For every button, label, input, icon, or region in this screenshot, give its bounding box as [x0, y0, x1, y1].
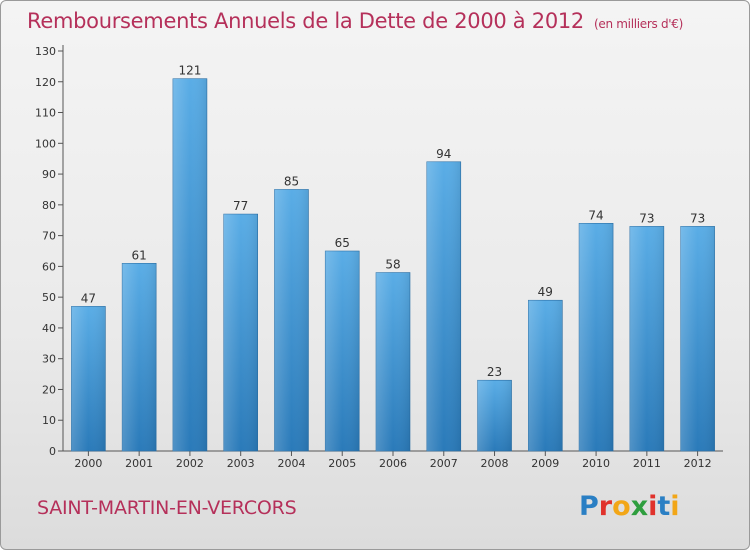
- y-tick-label: 100: [35, 137, 56, 150]
- x-tick-label-2011: 2011: [633, 457, 661, 470]
- value-label-2009: 49: [538, 285, 553, 299]
- bar-shine-2011: [629, 226, 664, 451]
- logo-letter: r: [598, 491, 613, 522]
- bar-shine-2009: [528, 300, 563, 451]
- y-tick-label: 120: [35, 76, 56, 89]
- bar-shine-2010: [579, 223, 614, 451]
- x-tick-label-2012: 2012: [684, 457, 712, 470]
- chart-subtitle: (en milliers d'€): [594, 17, 684, 31]
- bar-shine-2008: [477, 380, 512, 451]
- value-label-2010: 74: [588, 208, 603, 222]
- chart-title-text: Remboursements Annuels de la Dette de 20…: [27, 9, 584, 33]
- bar-shine-2012: [680, 226, 715, 451]
- value-label-2006: 58: [385, 258, 400, 272]
- x-tick-label-2002: 2002: [176, 457, 204, 470]
- value-label-2007: 94: [436, 147, 451, 161]
- logo-letter: i: [670, 491, 680, 522]
- value-label-2001: 61: [132, 248, 147, 262]
- y-tick-label: 50: [42, 291, 56, 304]
- value-label-2011: 73: [639, 211, 654, 225]
- y-tick-label: 60: [42, 260, 56, 273]
- x-tick-label-2009: 2009: [531, 457, 559, 470]
- x-tick-label-2010: 2010: [582, 457, 610, 470]
- y-tick-label: 0: [49, 445, 56, 458]
- x-tick-label-2001: 2001: [125, 457, 153, 470]
- y-tick-label: 110: [35, 107, 56, 120]
- logo-letter: o: [612, 491, 631, 522]
- value-label-2012: 73: [690, 211, 705, 225]
- x-tick-label-2003: 2003: [227, 457, 255, 470]
- x-tick-label-2000: 2000: [74, 457, 102, 470]
- value-label-2004: 85: [284, 174, 299, 188]
- logo-letter: i: [648, 491, 658, 522]
- y-tick-label: 80: [42, 199, 56, 212]
- x-tick-label-2005: 2005: [328, 457, 356, 470]
- value-label-2002: 121: [178, 64, 201, 78]
- y-tick-label: 70: [42, 230, 56, 243]
- y-tick-label: 10: [42, 414, 56, 427]
- x-tick-label-2007: 2007: [430, 457, 458, 470]
- bar-shine-2002: [172, 78, 207, 451]
- value-label-2003: 77: [233, 199, 248, 213]
- x-tick-label-2008: 2008: [481, 457, 509, 470]
- bar-shine-2007: [426, 161, 461, 451]
- bar-shine-2000: [71, 306, 106, 451]
- value-label-2008: 23: [487, 365, 502, 379]
- commune-name: SAINT-MARTIN-EN-VERCORS: [37, 497, 297, 519]
- bar-shine-2003: [223, 214, 258, 451]
- value-label-2005: 65: [335, 236, 350, 250]
- x-tick-label-2006: 2006: [379, 457, 407, 470]
- x-tick-label-2004: 2004: [277, 457, 305, 470]
- y-tick-label: 30: [42, 353, 56, 366]
- y-tick-label: 20: [42, 383, 56, 396]
- bar-shine-2001: [122, 263, 157, 451]
- y-tick-label: 90: [42, 168, 56, 181]
- bar-shine-2006: [376, 272, 410, 451]
- logo-letter: P: [579, 491, 599, 522]
- y-tick-label: 40: [42, 322, 56, 335]
- bar-shine-2005: [325, 251, 360, 451]
- y-tick-label: 130: [35, 45, 56, 58]
- chart-title: Remboursements Annuels de la Dette de 20…: [27, 9, 683, 33]
- logo-letter: x: [630, 491, 649, 522]
- proxiti-logo: Proxiti: [579, 491, 680, 522]
- value-label-2000: 47: [81, 291, 96, 305]
- bar-shine-2004: [274, 189, 309, 451]
- logo-letter: t: [657, 491, 671, 522]
